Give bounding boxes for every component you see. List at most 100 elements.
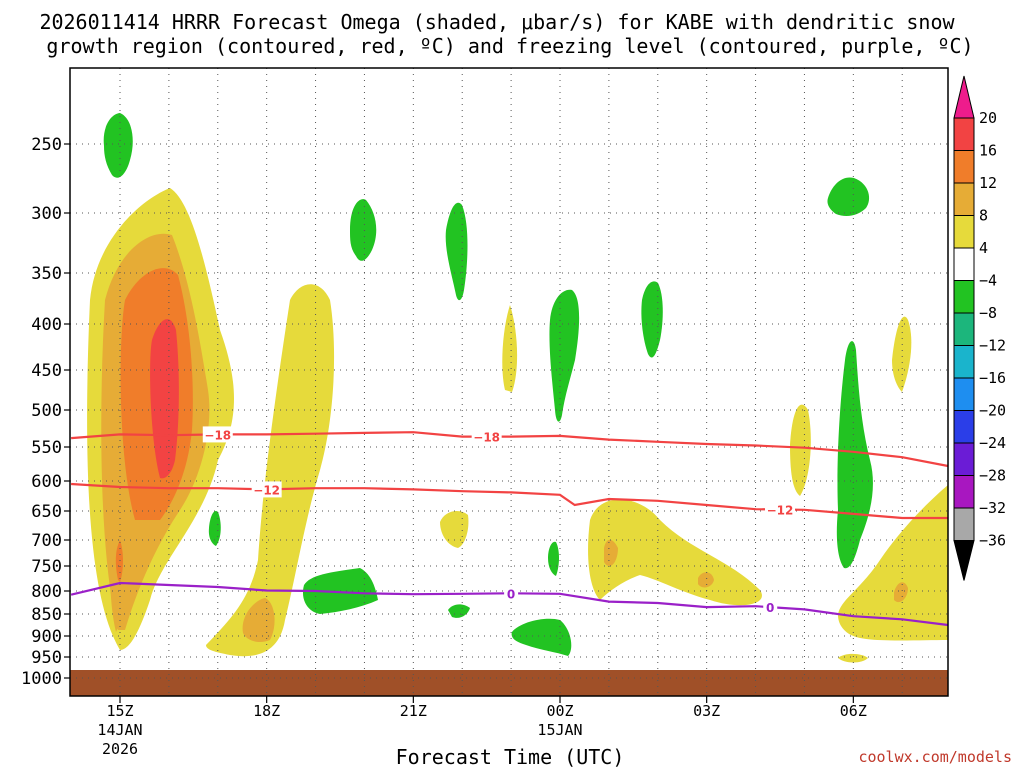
x-tick-label-03Z: 03Z	[693, 702, 720, 720]
x-axis-label: Forecast Time (UTC)	[396, 745, 625, 768]
colorbar-swatch-10	[953, 410, 975, 444]
colorbar-swatch-8	[953, 345, 975, 379]
omega-amber-01z	[604, 539, 618, 567]
colorbar-swatch-1	[953, 117, 975, 151]
contour-label-minus18-a: −18	[204, 428, 231, 442]
x-tick-label-06Z: 06Z	[840, 702, 867, 720]
plot-frame	[69, 67, 949, 697]
x-tick-sub2-15Z: 2026	[102, 740, 138, 758]
contour-label-bg-minus18-a	[202, 426, 233, 443]
colorbar-label-12: −32	[979, 499, 1006, 517]
omega-yellow-23z	[440, 510, 469, 548]
chart-title-line2: growth region (contoured, red, ºC) and f…	[46, 34, 973, 58]
y-tick-label-250: 250	[31, 135, 62, 155]
omega-amber-east-low	[894, 582, 908, 603]
x-tick-sub1-00Z: 15JAN	[537, 721, 582, 739]
y-tick-label-600: 600	[31, 472, 62, 492]
colorbar-label-7: −12	[979, 337, 1006, 355]
colorbar-swatch-13	[953, 507, 975, 541]
x-tick-label-21Z: 21Z	[400, 702, 427, 720]
contour-label-minus12-a: −12	[253, 483, 280, 497]
colorbar: 20 16 12 8 4 −4 −8 −12 −16 −20 −24 −28 −32 −36	[953, 75, 1006, 581]
credit-text: coolwx.com/models	[858, 748, 1012, 766]
colorbar-label-11: −28	[979, 467, 1006, 485]
y-tick-label-800: 800	[31, 582, 62, 602]
y-tick-label-450: 450	[31, 361, 62, 381]
y-tick-label-950: 950	[31, 648, 62, 668]
colorbar-label-8: −16	[979, 369, 1006, 387]
omega-green-00z	[549, 289, 580, 422]
y-tick-label-400: 400	[31, 315, 62, 335]
y-tick-label-1000: 1000	[21, 669, 62, 689]
x-tick-sub1-15Z: 14JAN	[97, 721, 142, 739]
omega-green-1630z	[208, 510, 221, 546]
y-tick-label-500: 500	[31, 401, 62, 421]
colorbar-label-10: −24	[979, 434, 1006, 452]
colorbar-label-5: −4	[979, 272, 997, 290]
omega-amber-0330z	[698, 572, 714, 588]
colorbar-top-triangle	[953, 75, 975, 119]
x-tick-label-15Z: 15Z	[106, 702, 133, 720]
omega-green-06z-top	[827, 177, 870, 216]
colorbar-swatch-5	[953, 247, 975, 281]
contour-label-bg-zero-a	[504, 585, 519, 602]
colorbar-label-3: 8	[979, 207, 988, 225]
y-tick-label-900: 900	[31, 627, 62, 647]
omega-yellow-18z	[206, 284, 335, 657]
y-tick-label-700: 700	[31, 531, 62, 551]
colorbar-label-1: 16	[979, 142, 997, 160]
colorbar-swatch-3	[953, 182, 975, 216]
colorbar-label-0: 20	[979, 109, 997, 127]
y-tick-label-350: 350	[31, 264, 62, 284]
x-tick-label-00Z: 00Z	[546, 702, 573, 720]
contour-label-minus12-b: −12	[767, 504, 794, 518]
omega-yellow-01z	[588, 499, 762, 606]
omega-green-00z-low	[511, 618, 572, 656]
colorbar-label-4: 4	[979, 239, 988, 257]
colorbar-label-13: −36	[979, 532, 1006, 550]
omega-amber-18z	[242, 598, 275, 643]
contour-label-bg-minus12-b	[765, 501, 795, 518]
omega-green-20z	[350, 199, 377, 261]
ground-surface	[70, 670, 948, 696]
y-axis: 2503003504004505005506006507007508008509…	[21, 135, 70, 689]
omega-yellow-east-low	[838, 485, 948, 641]
y-tick-label-300: 300	[31, 204, 62, 224]
y-tick-label-750: 750	[31, 557, 62, 577]
colorbar-swatch-7	[953, 312, 975, 346]
contour-label-bg-minus12-a	[251, 481, 282, 498]
chart-title-line1: 2026011414 HRRR Forecast Omega (shaded, …	[39, 10, 955, 34]
y-tick-label-550: 550	[31, 438, 62, 458]
colorbar-label-2: 12	[979, 174, 997, 192]
colorbar-swatch-6	[953, 280, 975, 314]
contour-label-zero-b: 0	[766, 601, 774, 615]
omega-yellow-05z	[790, 404, 811, 496]
omega-orange-low-west	[115, 540, 123, 582]
omega-green-22z	[445, 202, 468, 301]
omega-yellow-0730z	[892, 316, 912, 392]
contour-lines: −18 −18 −12 −12 0 0	[70, 426, 949, 627]
x-tick-label-18Z: 18Z	[253, 702, 280, 720]
colorbar-swatch-2	[953, 150, 975, 184]
omega-shading	[87, 113, 948, 663]
omega-green-2230z	[448, 604, 470, 618]
grid-lines	[70, 68, 948, 696]
colorbar-label-6: −8	[979, 304, 997, 322]
omega-yellow-east-tiny	[838, 653, 868, 663]
contour-label-bg-zero-b	[763, 599, 778, 616]
colorbar-swatch-12	[953, 475, 975, 509]
omega-green-250	[103, 113, 133, 178]
omega-yellow-00z-thin	[502, 305, 518, 392]
colorbar-label-9: −20	[979, 402, 1006, 420]
omega-green-00z-small	[548, 541, 559, 576]
y-tick-label-850: 850	[31, 605, 62, 625]
omega-green-06z-column	[836, 341, 873, 569]
colorbar-swatch-11	[953, 442, 975, 476]
omega-red-core-west	[150, 319, 179, 479]
colorbar-swatch-4	[953, 215, 975, 249]
contour-line-minus12	[71, 482, 948, 520]
contour-label-zero-a: 0	[507, 587, 515, 601]
contour-label-minus18-b: −18	[473, 431, 500, 445]
